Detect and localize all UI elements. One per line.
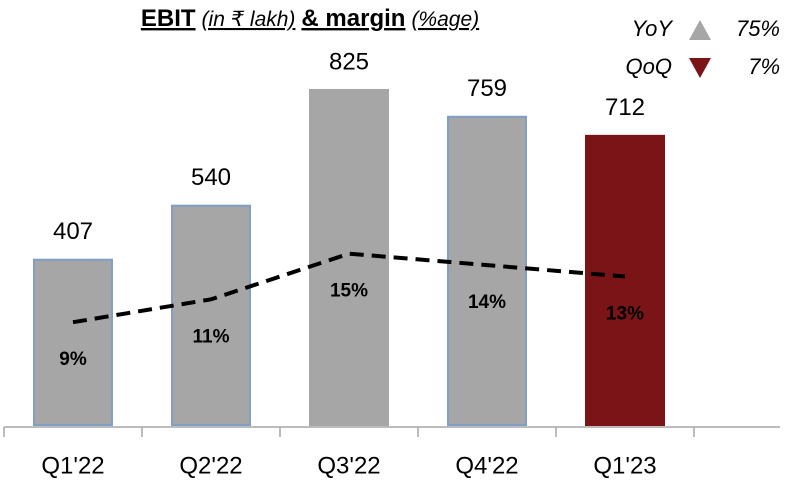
annotation-label: QoQ xyxy=(626,54,672,79)
bar-value-label: 759 xyxy=(467,75,507,102)
x-tick-label: Q1'22 xyxy=(41,452,104,479)
margin-label: 15% xyxy=(330,281,368,302)
bar xyxy=(33,258,113,426)
annotation-value: 7% xyxy=(748,54,780,79)
chart-title: EBIT (in ₹ lakh) & margin (%age) xyxy=(141,5,479,32)
title-part: & margin xyxy=(301,5,405,32)
annotation-arrow xyxy=(689,58,711,78)
bar-value-label: 825 xyxy=(329,48,369,75)
annotation-label: YoY xyxy=(632,16,674,41)
annotation-value: 75% xyxy=(736,16,780,41)
margin-label: 9% xyxy=(59,349,87,370)
margin-label: 14% xyxy=(468,292,506,313)
bar xyxy=(171,204,251,426)
x-tick-label: Q3'22 xyxy=(317,452,380,479)
x-tick-label: Q4'22 xyxy=(455,452,518,479)
margin-line xyxy=(72,251,626,325)
bar xyxy=(585,134,665,427)
bar-value-label: 540 xyxy=(191,164,231,191)
margin-label: 11% xyxy=(193,326,230,347)
title-part: EBIT xyxy=(141,5,196,32)
margin-label: 13% xyxy=(606,304,644,325)
x-tick-label: Q2'22 xyxy=(179,452,242,479)
bar-value-label: 407 xyxy=(53,218,93,245)
annotation-arrow xyxy=(689,20,711,40)
title-part: (%age) xyxy=(411,8,479,31)
x-tick-label: Q1'23 xyxy=(593,452,656,479)
bar-value-label: 712 xyxy=(605,94,645,121)
bar xyxy=(447,115,527,427)
title-part: (in ₹ lakh) xyxy=(202,8,296,31)
